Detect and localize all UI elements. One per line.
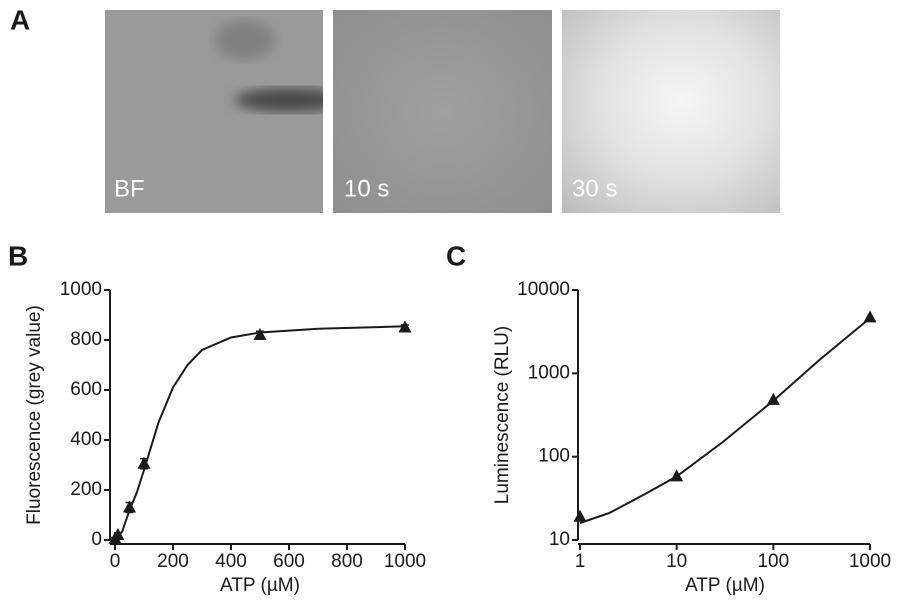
image-label: 10 s [344,175,389,202]
fit-line [580,318,870,523]
image-label: 30 s [572,175,617,202]
x-tick-label: 400 [215,551,247,572]
data-point [767,393,780,405]
panel-label: A [10,4,30,35]
x-tick-label: 1000 [849,551,891,572]
y-tick-label: 1000 [528,362,570,383]
y-tick-label: 10 [549,529,570,550]
fit-line [115,326,405,540]
y-tick-label: 200 [70,479,102,500]
x-axis-label: ATP (µM) [220,575,300,596]
x-tick-label: 600 [273,551,305,572]
y-axis-label: Fluorescence (grey value) [24,305,45,525]
y-tick-label: 0 [91,529,102,550]
y-tick-label: 100 [538,446,570,467]
y-tick-label: 400 [70,429,102,450]
y-axis-label: Luminescence (RLU) [492,326,513,504]
image-label: BF [114,175,145,202]
x-axis-label: ATP (µM) [685,575,765,596]
data-point [864,310,877,322]
y-tick-label: 10000 [517,279,570,300]
y-tick-label: 600 [70,379,102,400]
panel-label: C [446,240,466,271]
y-tick-label: 1000 [60,279,102,300]
figure: A B C BF 10 s 30 s 020040060080010000200… [0,0,897,605]
x-tick-label: 800 [331,551,363,572]
x-tick-label: 1 [575,551,586,572]
x-tick-label: 200 [157,551,189,572]
x-tick-label: 1000 [384,551,426,572]
x-tick-label: 100 [757,551,789,572]
x-tick-label: 10 [666,551,687,572]
y-tick-label: 800 [70,329,102,350]
data-point [574,510,587,522]
x-tick-label: 0 [110,551,121,572]
panel-label: B [8,240,28,271]
